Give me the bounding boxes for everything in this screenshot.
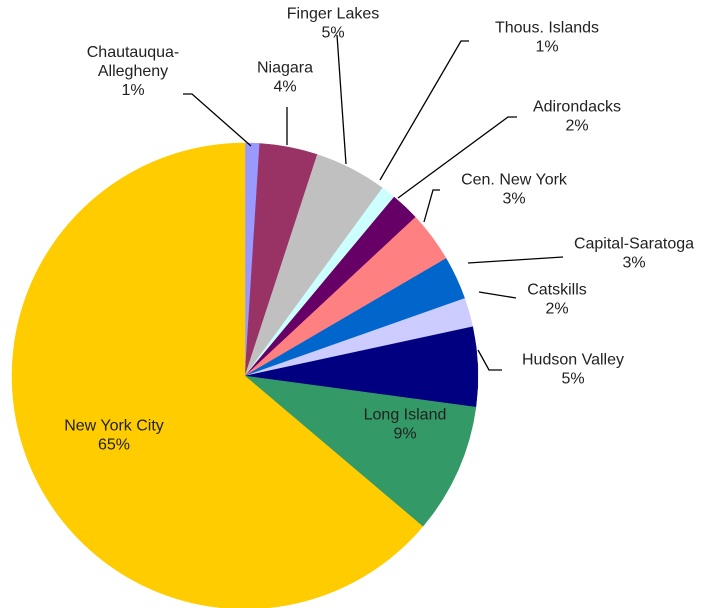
data-label-thous-islands: Thous. Islands 1% bbox=[495, 20, 599, 56]
category-label: Catskills bbox=[527, 282, 587, 299]
category-label: Niagara bbox=[257, 60, 313, 77]
data-label-finger-lakes: Finger Lakes 5% bbox=[287, 6, 380, 42]
percent-label: 2% bbox=[545, 301, 568, 318]
leader-line-hudson-valley bbox=[478, 350, 502, 370]
leader-line-capital-saratoga bbox=[468, 257, 563, 263]
percent-label: 2% bbox=[565, 118, 588, 135]
category-label: Long Island bbox=[364, 407, 447, 424]
percent-label: 1% bbox=[535, 39, 558, 56]
percent-label: 1% bbox=[121, 82, 144, 99]
percent-label: 65% bbox=[98, 437, 130, 454]
percent-label: 5% bbox=[321, 25, 344, 42]
category-label: Chautauqua- bbox=[87, 44, 180, 61]
percent-label: 3% bbox=[622, 255, 645, 272]
leader-line-thous-islands bbox=[380, 41, 469, 180]
percent-label: 9% bbox=[393, 426, 416, 443]
category-label: Adirondacks bbox=[533, 99, 621, 116]
data-label-cen-new-york: Cen. New York 3% bbox=[461, 172, 568, 208]
category-label: Cen. New York bbox=[461, 172, 568, 189]
data-label-capital-saratoga: Capital-Saratoga 3% bbox=[574, 236, 694, 272]
slices-layer bbox=[12, 143, 478, 608]
category-label: Finger Lakes bbox=[287, 6, 380, 23]
category-label: Hudson Valley bbox=[522, 352, 624, 369]
percent-label: 4% bbox=[273, 79, 296, 96]
category-label: Thous. Islands bbox=[495, 20, 599, 37]
percent-label: 5% bbox=[561, 371, 584, 388]
data-label-catskills: Catskills 2% bbox=[527, 282, 587, 318]
data-label-adirondacks: Adirondacks 2% bbox=[533, 99, 621, 135]
leader-line-catskills bbox=[479, 292, 516, 298]
leader-line-finger-lakes bbox=[337, 35, 346, 164]
category-label: Allegheny bbox=[98, 63, 168, 80]
leader-line-cen-new-york bbox=[424, 190, 440, 222]
data-label-niagara: Niagara 4% bbox=[257, 60, 313, 96]
data-label-chautauqua-allegheny: Chautauqua- Allegheny 1% bbox=[87, 44, 180, 99]
data-label-hudson-valley: Hudson Valley 5% bbox=[522, 352, 624, 388]
category-label: Capital-Saratoga bbox=[574, 236, 694, 253]
category-label: New York City bbox=[64, 418, 164, 435]
percent-label: 3% bbox=[502, 191, 525, 208]
leader-line-chautauqua-allegheny bbox=[183, 94, 251, 146]
